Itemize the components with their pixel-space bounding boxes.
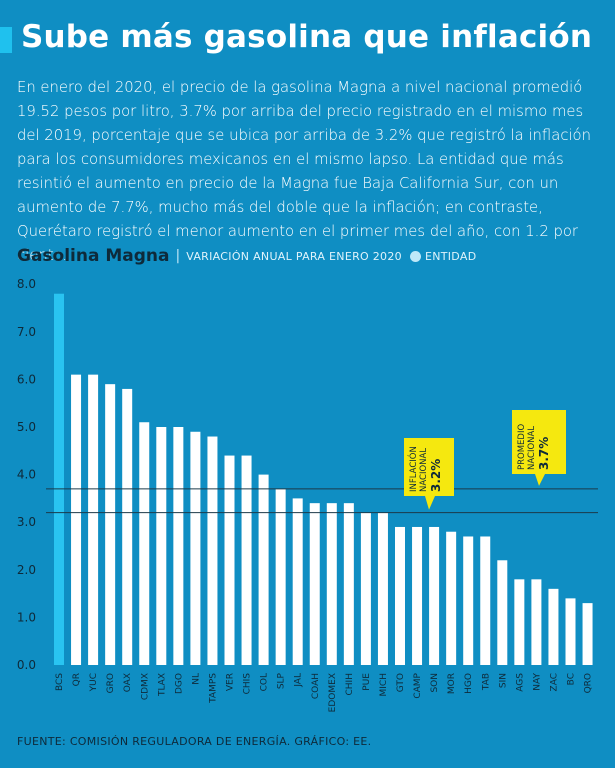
y-tick-label: 4.0 [17, 468, 36, 482]
x-tick-label: MOR [447, 673, 457, 694]
y-tick-label: 2.0 [17, 563, 36, 577]
x-tick-label: EDOMEX [328, 673, 338, 712]
legend-separator: | [175, 248, 181, 264]
x-tick-label: CHIS [243, 673, 253, 695]
x-tick-label: GRO [106, 673, 116, 693]
x-tick-label: DGO [174, 673, 184, 694]
bar-yuc [88, 374, 99, 665]
bar-zac [548, 588, 559, 665]
bar-mor [446, 531, 457, 665]
bar-qro [582, 603, 593, 665]
bar-bc [565, 598, 576, 665]
bar-edomex [326, 503, 337, 665]
callout-box [404, 438, 454, 510]
intro-paragraph: En enero del 2020, el precio de la gasol… [17, 79, 591, 264]
bar-chih [343, 503, 354, 665]
bar-jal [292, 498, 303, 665]
bar-hgo [463, 536, 474, 665]
bar-gto [395, 526, 405, 665]
y-tick-label: 7.0 [17, 325, 36, 339]
bar-cdmx [139, 422, 150, 665]
x-tick-label: TAMPS [208, 673, 218, 704]
y-tick-label: 0.0 [17, 658, 36, 672]
x-tick-label: SON [430, 673, 440, 693]
bar-nl [190, 431, 201, 665]
x-tick-label: COL [260, 673, 270, 691]
x-tick-label: ZAC [549, 673, 559, 691]
bar-ver [224, 455, 235, 665]
x-tick-label: CHIH [345, 673, 355, 695]
y-tick-label: 5.0 [17, 420, 36, 434]
bar-nay [531, 579, 542, 665]
chart-subtitle: VARIACIÓN ANUAL PARA ENERO 2020 [186, 249, 402, 263]
x-tick-label: PUE [362, 673, 372, 691]
entity-dot-icon [409, 250, 421, 262]
callout-label: NACIONAL [419, 448, 429, 492]
x-tick-label: MICH [379, 673, 389, 696]
callout-label: INFLACIÓN [407, 446, 419, 492]
chart-title: Gasolina Magna [17, 246, 170, 266]
bar-tab [480, 536, 491, 665]
legend-entity-label: ENTIDAD [424, 249, 477, 263]
x-tick-label: NL [191, 673, 201, 685]
title-accent-bar [0, 27, 12, 53]
bar-son [429, 526, 440, 665]
x-tick-label: QR [72, 673, 82, 686]
reference-callout: INFLACIÓN NACIONAL 3.2% [404, 438, 454, 510]
bar-col [258, 474, 269, 665]
x-tick-label: BC [567, 673, 577, 685]
y-tick-label: 8.0 [17, 277, 36, 291]
bar-tlax [156, 427, 167, 665]
source-note: FUENTE: COMISIÓN REGULADORA DE ENERGÍA. … [17, 735, 372, 748]
callout-value: 3.7% [537, 437, 551, 470]
x-tick-label: SIN [498, 673, 508, 688]
callout-label: PROMEDIO [517, 424, 527, 470]
x-tick-label: YUC [89, 673, 99, 692]
y-tick-label: 3.0 [17, 515, 36, 529]
page-title: Sube más gasolina que inflación [21, 19, 593, 55]
bar-mich [377, 512, 388, 665]
x-tick-label: TAB [481, 673, 491, 691]
x-tick-label: COAH [311, 673, 321, 699]
x-tick-label: BCS [55, 673, 65, 691]
bar-dgo [173, 427, 184, 665]
bar-tamps [207, 436, 218, 665]
bar-coah [309, 503, 320, 665]
x-tick-label: VER [226, 673, 236, 691]
callout-label: NACIONAL [527, 426, 537, 470]
x-tick-label: QRO [584, 673, 594, 693]
callout-value: 3.2% [429, 459, 443, 492]
bar-gro [105, 384, 116, 665]
bar-oax [122, 388, 133, 665]
bar-slp [275, 488, 286, 665]
x-tick-label: GTO [396, 673, 406, 692]
x-tick-label: OAX [123, 673, 133, 692]
x-tick-label: AGS [515, 673, 525, 692]
bar-camp [412, 526, 423, 665]
bar-ags [514, 579, 525, 665]
x-tick-label: SLP [277, 672, 287, 689]
callout-box [512, 410, 566, 486]
reference-callout: PROMEDIO NACIONAL 3.7% [512, 410, 566, 486]
bar-pue [360, 512, 371, 665]
x-tick-label: NAY [532, 673, 542, 691]
bar-bcs [54, 293, 64, 665]
y-tick-label: 6.0 [17, 372, 36, 386]
x-tick-label: HGO [464, 673, 474, 694]
bar-chis [241, 455, 252, 665]
bar-qr [71, 374, 82, 665]
y-tick-label: 1.0 [17, 610, 36, 624]
x-tick-label: CAMP [413, 672, 423, 698]
x-tick-label: JAL [294, 673, 304, 688]
chart-legend: Gasolina Magna | VARIACIÓN ANUAL PARA EN… [17, 244, 476, 268]
bar-sin [497, 560, 508, 665]
x-tick-label: TLAX [157, 673, 167, 697]
bar-chart: 0.0 1.0 2.0 3.0 4.0 5.0 6.0 7.0 8.0 BCS QR YUC GRO OA… [17, 277, 598, 712]
x-tick-label: CDMX [140, 673, 150, 700]
